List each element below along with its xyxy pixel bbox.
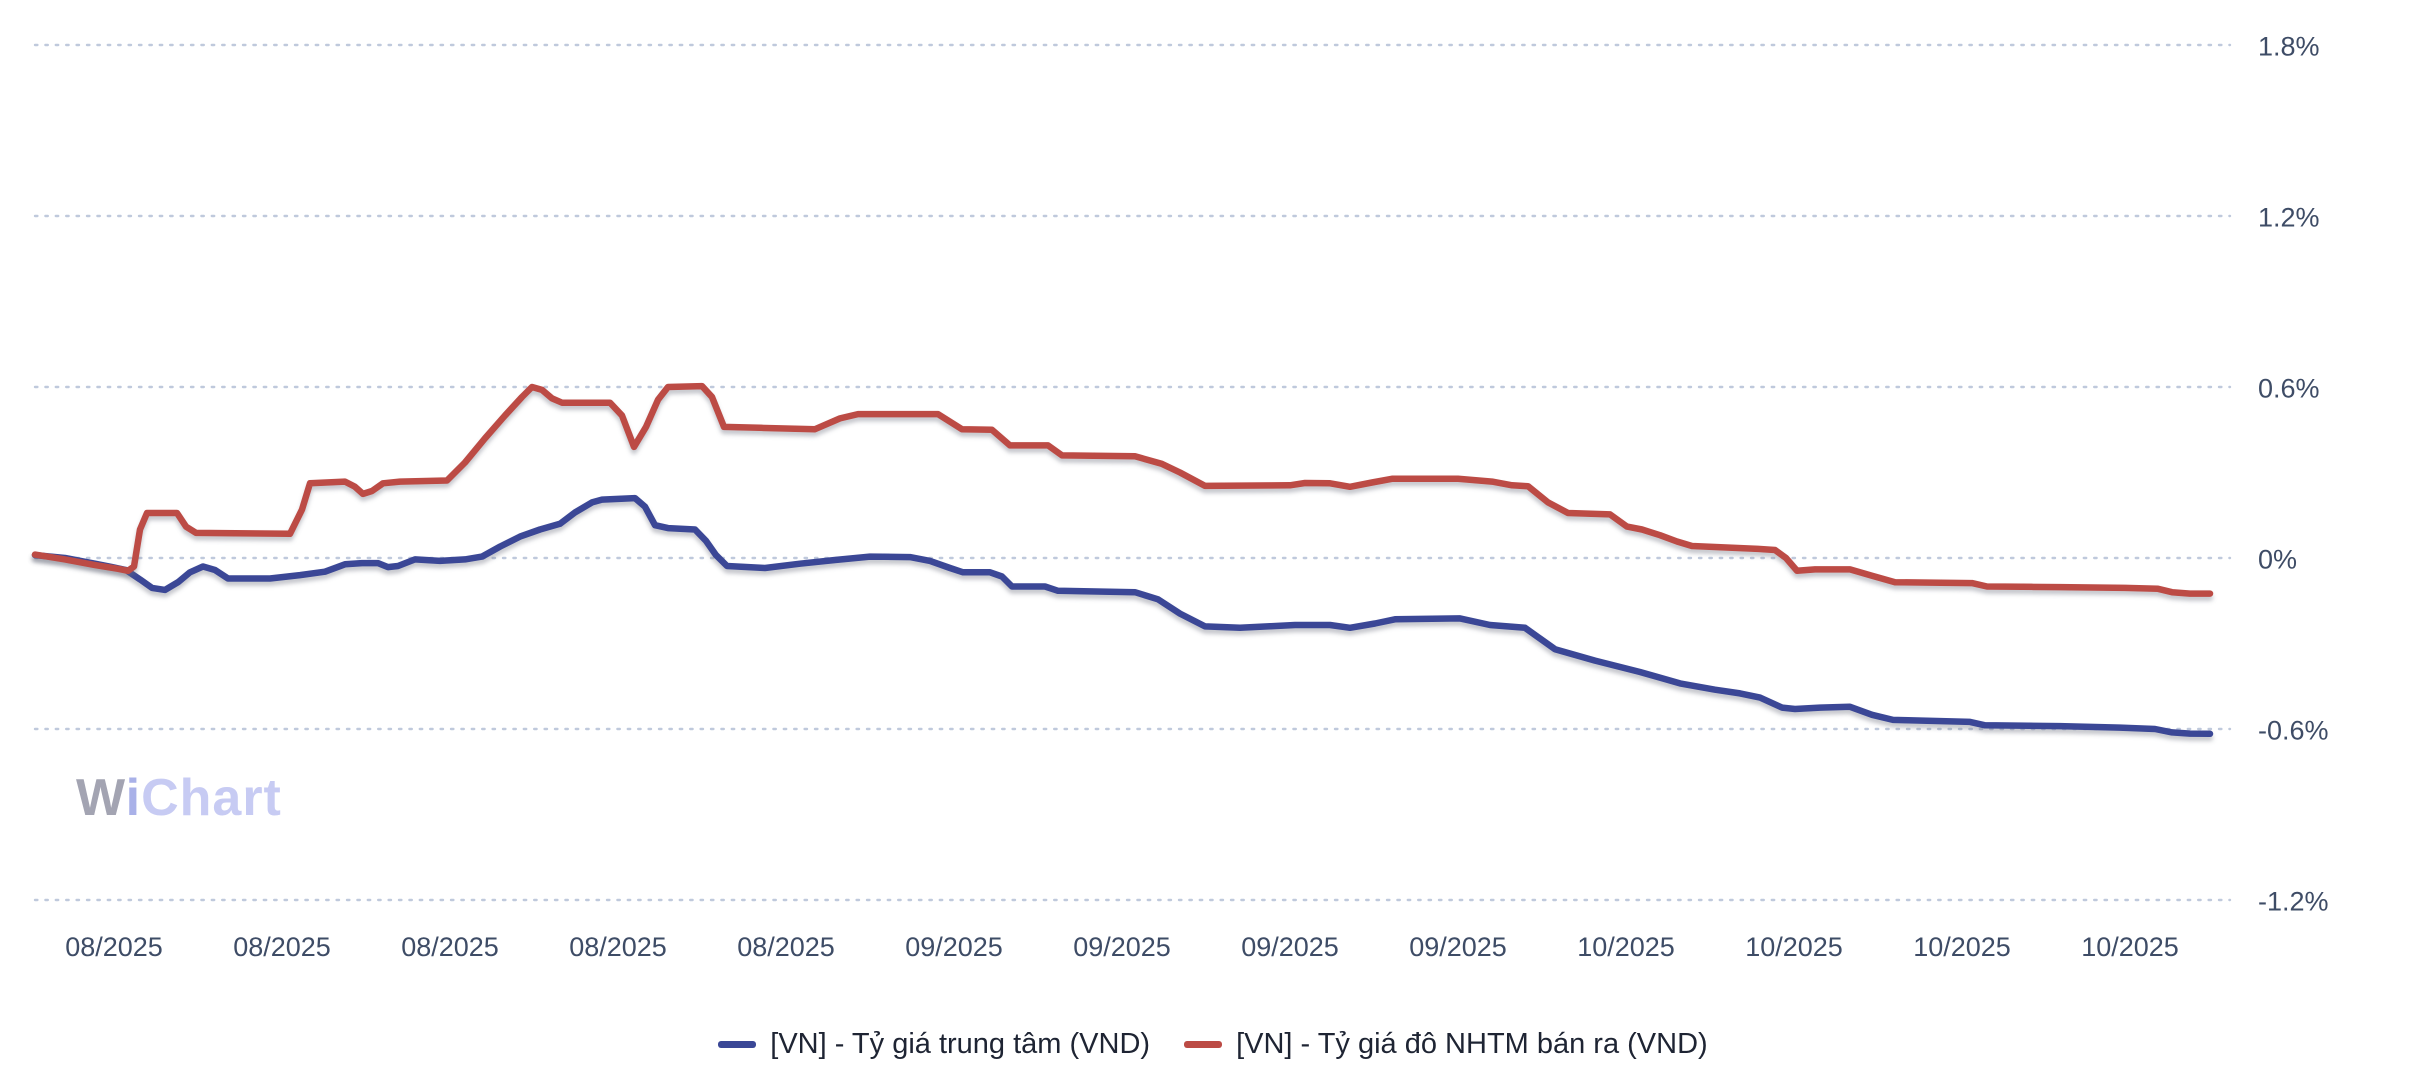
series-line [31, 382, 2214, 597]
legend-swatch-line [1184, 1041, 1223, 1048]
x-axis-tick-label: 09/2025 [1073, 932, 1171, 962]
x-axis-tick-label: 10/2025 [1577, 932, 1675, 962]
legend-item[interactable]: [VN] - Tỷ giá đô NHTM bán ra (VND) [1184, 1028, 1708, 1061]
x-axis-tick-label: 09/2025 [905, 932, 1003, 962]
x-axis-tick-label: 10/2025 [1913, 932, 2011, 962]
horizontal-gridlines [33, 43, 2232, 902]
logo-letter-w: W [76, 769, 126, 827]
x-axis-tick-label: 08/2025 [401, 932, 499, 962]
wichart-watermark-logo: WiChart [76, 772, 282, 824]
legend-item[interactable]: [VN] - Tỷ giá trung tâm (VND) [718, 1028, 1150, 1061]
chart-legend: [VN] - Tỷ giá trung tâm (VND) [VN] - Tỷ g… [0, 1028, 2426, 1061]
y-axis-tick-label: -1.2% [2258, 886, 2329, 917]
series-line [31, 494, 2214, 738]
legend-swatch-line [718, 1041, 757, 1048]
x-axis-tick-label: 09/2025 [1241, 932, 1339, 962]
data-series-lines [31, 382, 2214, 738]
legend-label: [VN] - Tỷ giá trung tâm (VND) [770, 1028, 1151, 1060]
y-axis-tick-label: 0.6% [2258, 373, 2320, 404]
legend-label: [VN] - Tỷ giá đô NHTM bán ra (VND) [1236, 1028, 1708, 1060]
x-axis-tick-label: 08/2025 [569, 932, 667, 962]
logo-letter-i: i [125, 769, 142, 827]
x-axis-tick-label: 08/2025 [65, 932, 163, 962]
x-axis-tick-label: 08/2025 [233, 932, 331, 962]
y-axis-tick-label: 1.8% [2258, 31, 2320, 62]
x-axis-tick-label: 08/2025 [737, 932, 835, 962]
x-axis-tick-label: 10/2025 [2081, 932, 2179, 962]
logo-word-chart: Chart [141, 769, 282, 827]
x-axis-tick-label: 10/2025 [1745, 932, 1843, 962]
x-axis-tick-label: 09/2025 [1409, 932, 1507, 962]
y-axis-tick-label: 1.2% [2258, 202, 2320, 233]
y-axis-tick-label: -0.6% [2258, 715, 2329, 746]
y-axis-tick-label: 0% [2258, 544, 2298, 575]
